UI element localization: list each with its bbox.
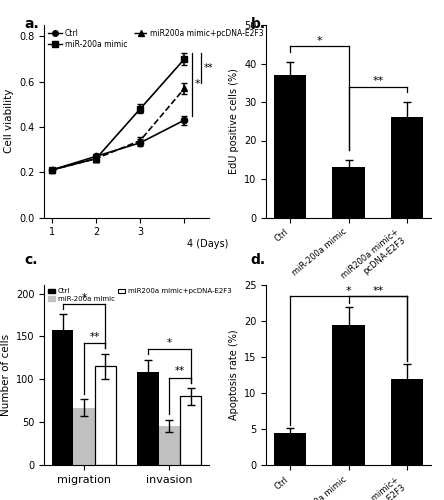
Bar xyxy=(333,324,365,465)
Bar xyxy=(274,432,306,465)
Text: *: * xyxy=(166,338,172,348)
Y-axis label: EdU positive cells (%): EdU positive cells (%) xyxy=(229,68,239,174)
Text: b.: b. xyxy=(251,18,266,32)
Text: *: * xyxy=(81,292,87,302)
Text: **: ** xyxy=(89,332,99,342)
Bar xyxy=(95,366,116,465)
Bar xyxy=(52,330,73,465)
Text: d.: d. xyxy=(251,252,266,266)
Legend: Ctrl, miR-200a mimic, miR200a mimic+pcDNA-E2F3: Ctrl, miR-200a mimic, miR200a mimic+pcDN… xyxy=(48,288,231,302)
Legend: Ctrl, miR-200a mimic, miR200a mimic+pcDNA-E2F3: Ctrl, miR-200a mimic, miR200a mimic+pcDN… xyxy=(48,29,264,48)
Bar xyxy=(333,168,365,218)
Text: **: ** xyxy=(175,366,185,376)
Text: 4 (Days): 4 (Days) xyxy=(186,239,228,249)
Bar xyxy=(391,378,423,465)
Y-axis label: Apoptosis rate (%): Apoptosis rate (%) xyxy=(229,330,238,420)
Bar xyxy=(137,372,159,465)
Text: **: ** xyxy=(372,286,384,296)
Bar xyxy=(159,426,180,465)
Text: a.: a. xyxy=(24,18,39,32)
Text: *: * xyxy=(346,286,351,296)
Bar xyxy=(391,118,423,218)
Y-axis label: Number of cells: Number of cells xyxy=(0,334,11,416)
Text: *: * xyxy=(317,36,322,46)
Bar xyxy=(180,396,201,465)
Text: *: * xyxy=(195,80,201,90)
Y-axis label: Cell viability: Cell viability xyxy=(4,89,14,154)
Text: c.: c. xyxy=(24,252,38,266)
Bar xyxy=(73,408,95,465)
Text: **: ** xyxy=(372,76,384,86)
Bar xyxy=(274,75,306,218)
Text: **: ** xyxy=(204,63,214,73)
